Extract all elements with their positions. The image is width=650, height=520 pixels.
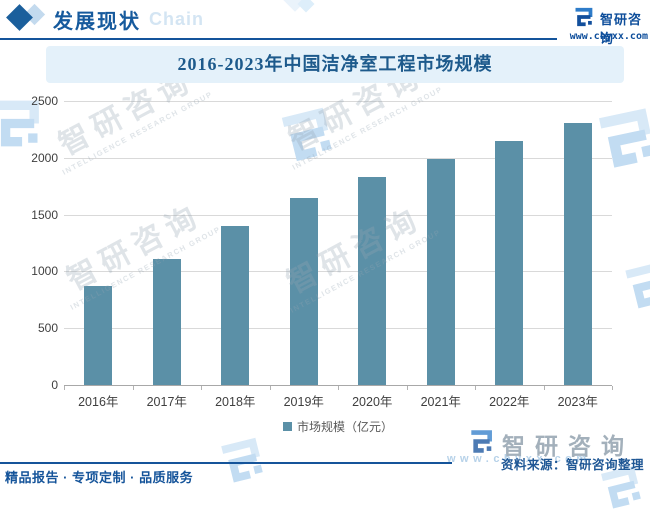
x-tick-mark xyxy=(543,386,545,390)
legend-label: 市场规模（亿元） xyxy=(296,420,393,434)
x-tick-label: 2019年 xyxy=(283,395,324,409)
x-tick-label: 2017年 xyxy=(146,395,187,409)
legend-swatch xyxy=(282,422,292,431)
x-tick-mark xyxy=(132,386,134,390)
section-title-ghost: Chain xyxy=(149,9,205,29)
brand-url[interactable]: www.chyxx.com xyxy=(569,31,648,42)
x-tick-mark xyxy=(201,386,202,390)
x-tick-mark xyxy=(612,386,613,390)
x-tick-label: 2020年 xyxy=(352,395,393,409)
x-tick-mark xyxy=(475,386,476,390)
bar-2017年 xyxy=(152,258,181,385)
bar-chart-plot-area xyxy=(64,101,612,386)
gridline xyxy=(64,328,612,330)
y-tick-label: 1000 xyxy=(31,264,58,279)
header-divider xyxy=(0,38,557,40)
watermark-logo-icon xyxy=(213,433,269,489)
x-tick-mark xyxy=(64,386,65,390)
y-tick-label: 0 xyxy=(51,378,58,392)
y-tick-label: 2500 xyxy=(31,94,58,108)
chart-title: 2016-2023年中国洁净室工程市场规模 xyxy=(177,54,493,74)
footer-slogan: 精品报告 · 专项定制 · 品质服务 xyxy=(5,470,194,485)
watermark-logo-icon xyxy=(617,257,650,315)
x-tick-mark xyxy=(406,386,408,390)
data-source: 资料来源：智研咨询整理 xyxy=(500,458,644,472)
bar-2020年 xyxy=(358,177,387,385)
chart-legend: 市场规模（亿元） xyxy=(64,418,612,435)
y-tick-label: 1500 xyxy=(31,207,58,222)
bar-2021年 xyxy=(426,158,455,385)
x-axis-ticks xyxy=(64,386,613,391)
page-header: 发展现状 Chain 智研咨询 www.chyxx.com xyxy=(0,0,650,46)
brand-name: 智研咨询 xyxy=(600,12,643,46)
x-tick-label: 2018年 xyxy=(215,395,256,409)
x-axis-labels: 2016年 2017年 2018年 2019年 2020年 2021年 2022年 2023年 xyxy=(64,391,612,410)
gridline xyxy=(64,214,612,216)
x-tick-label: 2023年 xyxy=(557,395,598,409)
y-tick-label: 2000 xyxy=(31,150,58,165)
gridline xyxy=(64,101,612,102)
bar-2019年 xyxy=(289,197,318,385)
y-tick-label: 500 xyxy=(37,321,58,336)
x-tick-label: 2022年 xyxy=(489,395,530,409)
bar-2022年 xyxy=(495,140,524,385)
y-axis-labels: 0 500 1000 1500 2000 2500 xyxy=(14,94,58,392)
gridline xyxy=(64,271,612,273)
chart-title-banner: 2016-2023年中国洁净室工程市场规模 xyxy=(46,46,624,83)
x-tick-mark xyxy=(269,386,271,390)
x-tick-label: 2021年 xyxy=(420,395,461,409)
bar-2016年 xyxy=(84,286,113,385)
x-tick-mark xyxy=(338,386,339,390)
footer-divider xyxy=(0,462,452,464)
bar-2018年 xyxy=(221,225,250,385)
brand-logo-icon xyxy=(572,6,594,28)
x-tick-label: 2016年 xyxy=(78,395,119,409)
watermark-logo-icon xyxy=(467,428,494,455)
bar-2023年 xyxy=(563,122,592,385)
gridline xyxy=(64,157,612,159)
section-title: 发展现状 xyxy=(53,11,141,33)
